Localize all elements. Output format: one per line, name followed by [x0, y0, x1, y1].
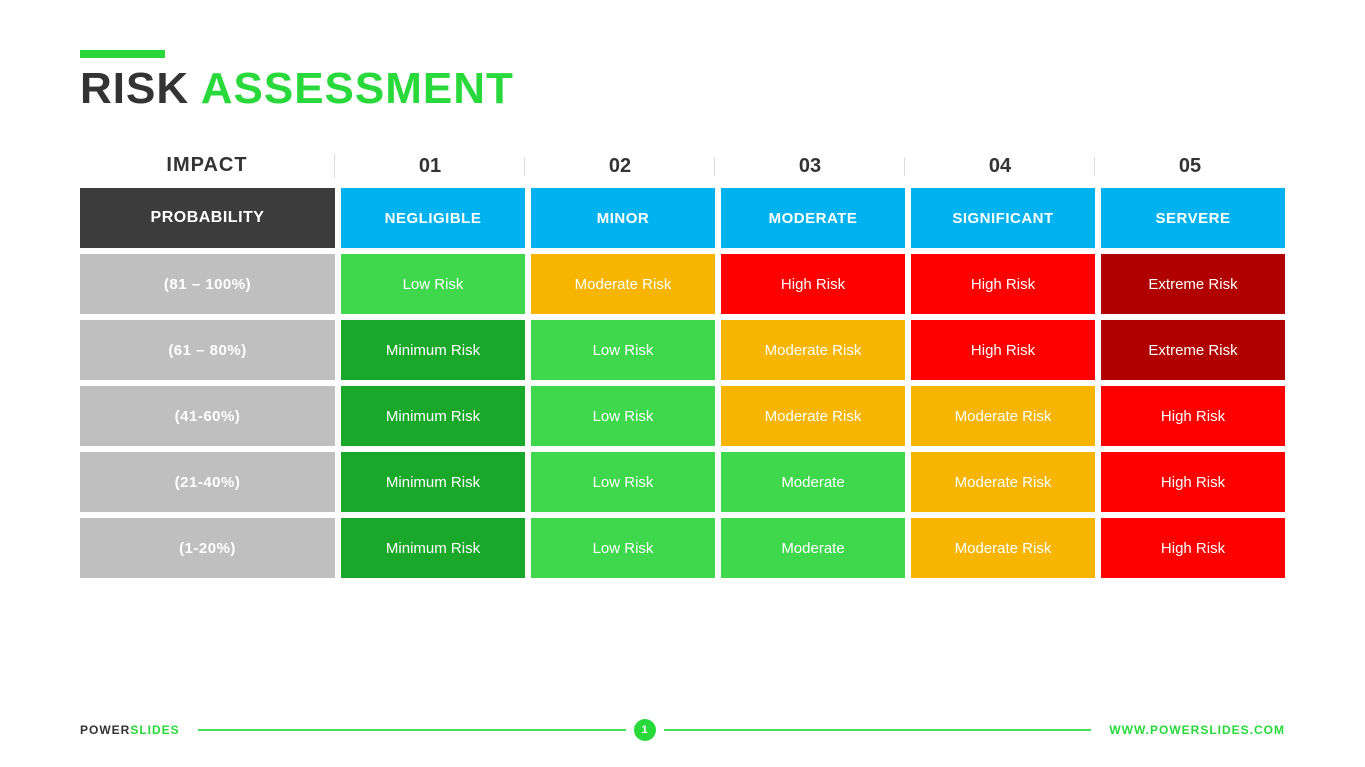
slide: RISK ASSESSMENT IMPACT 0102030405 PROBAB… [0, 0, 1365, 767]
impact-number: 05 [1095, 155, 1285, 178]
probability-label: (21-40%) [80, 452, 335, 512]
page-number-badge: 1 [634, 719, 656, 741]
risk-cell: Minimum Risk [341, 386, 525, 446]
risk-cell: High Risk [1101, 452, 1285, 512]
impact-level-header: NEGLIGIBLE [341, 188, 525, 248]
risk-cell: High Risk [721, 254, 905, 314]
risk-cell: Low Risk [341, 254, 525, 314]
risk-cell: Moderate Risk [721, 386, 905, 446]
page-title: RISK ASSESSMENT [80, 64, 1285, 114]
risk-cell: Minimum Risk [341, 320, 525, 380]
impact-number: 04 [905, 155, 1095, 178]
matrix-row: (1-20%)Minimum RiskLow RiskModerateModer… [80, 518, 1285, 578]
risk-cell: Minimum Risk [341, 452, 525, 512]
risk-cell: Moderate [721, 452, 905, 512]
impact-number: 03 [715, 155, 905, 178]
risk-cell: Moderate Risk [911, 452, 1095, 512]
impact-level-header: SERVERE [1101, 188, 1285, 248]
risk-cell: Moderate Risk [721, 320, 905, 380]
risk-cell: Low Risk [531, 386, 715, 446]
risk-cell: High Risk [1101, 518, 1285, 578]
risk-cell: Moderate [721, 518, 905, 578]
title-word-2: ASSESSMENT [201, 64, 514, 113]
impact-level-header: MINOR [531, 188, 715, 248]
risk-cell: Moderate Risk [911, 518, 1095, 578]
matrix-row: (81 – 100%)Low RiskModerate RiskHigh Ris… [80, 254, 1285, 314]
footer-brand-b: SLIDES [130, 723, 179, 737]
risk-cell: High Risk [911, 320, 1095, 380]
impact-level-header: SIGNIFICANT [911, 188, 1095, 248]
matrix-row: (41-60%)Minimum RiskLow RiskModerate Ris… [80, 386, 1285, 446]
title-word-1: RISK [80, 64, 189, 113]
probability-label: (41-60%) [80, 386, 335, 446]
risk-cell: High Risk [1101, 386, 1285, 446]
title-accent-bar [80, 50, 165, 58]
impact-number: 01 [335, 155, 525, 178]
probability-label: (61 – 80%) [80, 320, 335, 380]
impact-level-header: MODERATE [721, 188, 905, 248]
risk-cell: Low Risk [531, 518, 715, 578]
risk-cell: High Risk [911, 254, 1095, 314]
matrix-row: (21-40%)Minimum RiskLow RiskModerateMode… [80, 452, 1285, 512]
risk-cell: Minimum Risk [341, 518, 525, 578]
risk-cell: Moderate Risk [531, 254, 715, 314]
risk-matrix: IMPACT 0102030405 PROBABILITY NEGLIGIBLE… [80, 154, 1285, 578]
probability-header: PROBABILITY [80, 188, 335, 248]
risk-cell: Low Risk [531, 452, 715, 512]
footer-line-right [664, 729, 1092, 731]
risk-cell: Extreme Risk [1101, 320, 1285, 380]
impact-header-label: IMPACT [80, 154, 335, 178]
footer-line-left [198, 729, 626, 731]
impact-number: 02 [525, 155, 715, 178]
probability-label: (81 – 100%) [80, 254, 335, 314]
footer: POWERSLIDES 1 WWW.POWERSLIDES.COM [80, 719, 1285, 741]
risk-cell: Moderate Risk [911, 386, 1095, 446]
footer-brand: POWERSLIDES [80, 723, 180, 737]
footer-url: WWW.POWERSLIDES.COM [1109, 723, 1285, 737]
header-row: PROBABILITY NEGLIGIBLEMINORMODERATESIGNI… [80, 188, 1285, 248]
risk-cell: Low Risk [531, 320, 715, 380]
probability-label: (1-20%) [80, 518, 335, 578]
risk-cell: Extreme Risk [1101, 254, 1285, 314]
impact-number-row: IMPACT 0102030405 [80, 154, 1285, 178]
matrix-row: (61 – 80%)Minimum RiskLow RiskModerate R… [80, 320, 1285, 380]
footer-brand-a: POWER [80, 723, 130, 737]
